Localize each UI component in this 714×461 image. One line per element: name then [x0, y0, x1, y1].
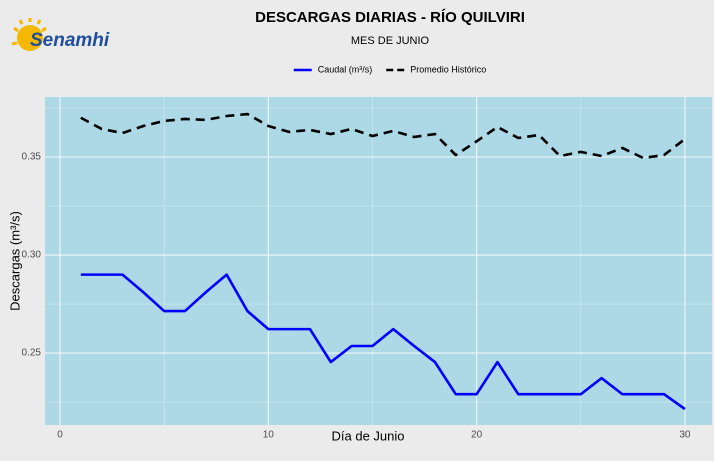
y-axis-label: Descargas (m³/s) [7, 211, 22, 311]
plot-panel [45, 97, 712, 425]
chart-subtitle: MES DE JUNIO [351, 35, 430, 47]
logo-text: Senamhi [30, 30, 110, 51]
x-tick-label: 20 [471, 430, 483, 441]
logo: Senamhi [11, 18, 110, 51]
line-series [80, 273, 686, 411]
x-axis-label: Día de Junio [332, 428, 405, 443]
y-tick-label: 0.25 [22, 348, 42, 359]
y-tick-label: 0.35 [22, 152, 42, 163]
legend-label: Promedio Histórico [410, 64, 486, 74]
x-tick-label: 10 [263, 430, 275, 441]
legend: Caudal (m³/s) Promedio Histórico [293, 64, 486, 74]
legend-label: Caudal (m³/s) [318, 64, 373, 74]
y-tick-label: 0.30 [22, 250, 42, 261]
line-series [80, 112, 686, 160]
x-tick-label: 0 [57, 430, 63, 441]
logo-rays [11, 18, 47, 46]
x-tick-label: 30 [679, 430, 691, 441]
chart-title: DESCARGAS DIARIAS - RÍO QUILVIRI [255, 9, 525, 26]
logo-sun [17, 25, 43, 51]
